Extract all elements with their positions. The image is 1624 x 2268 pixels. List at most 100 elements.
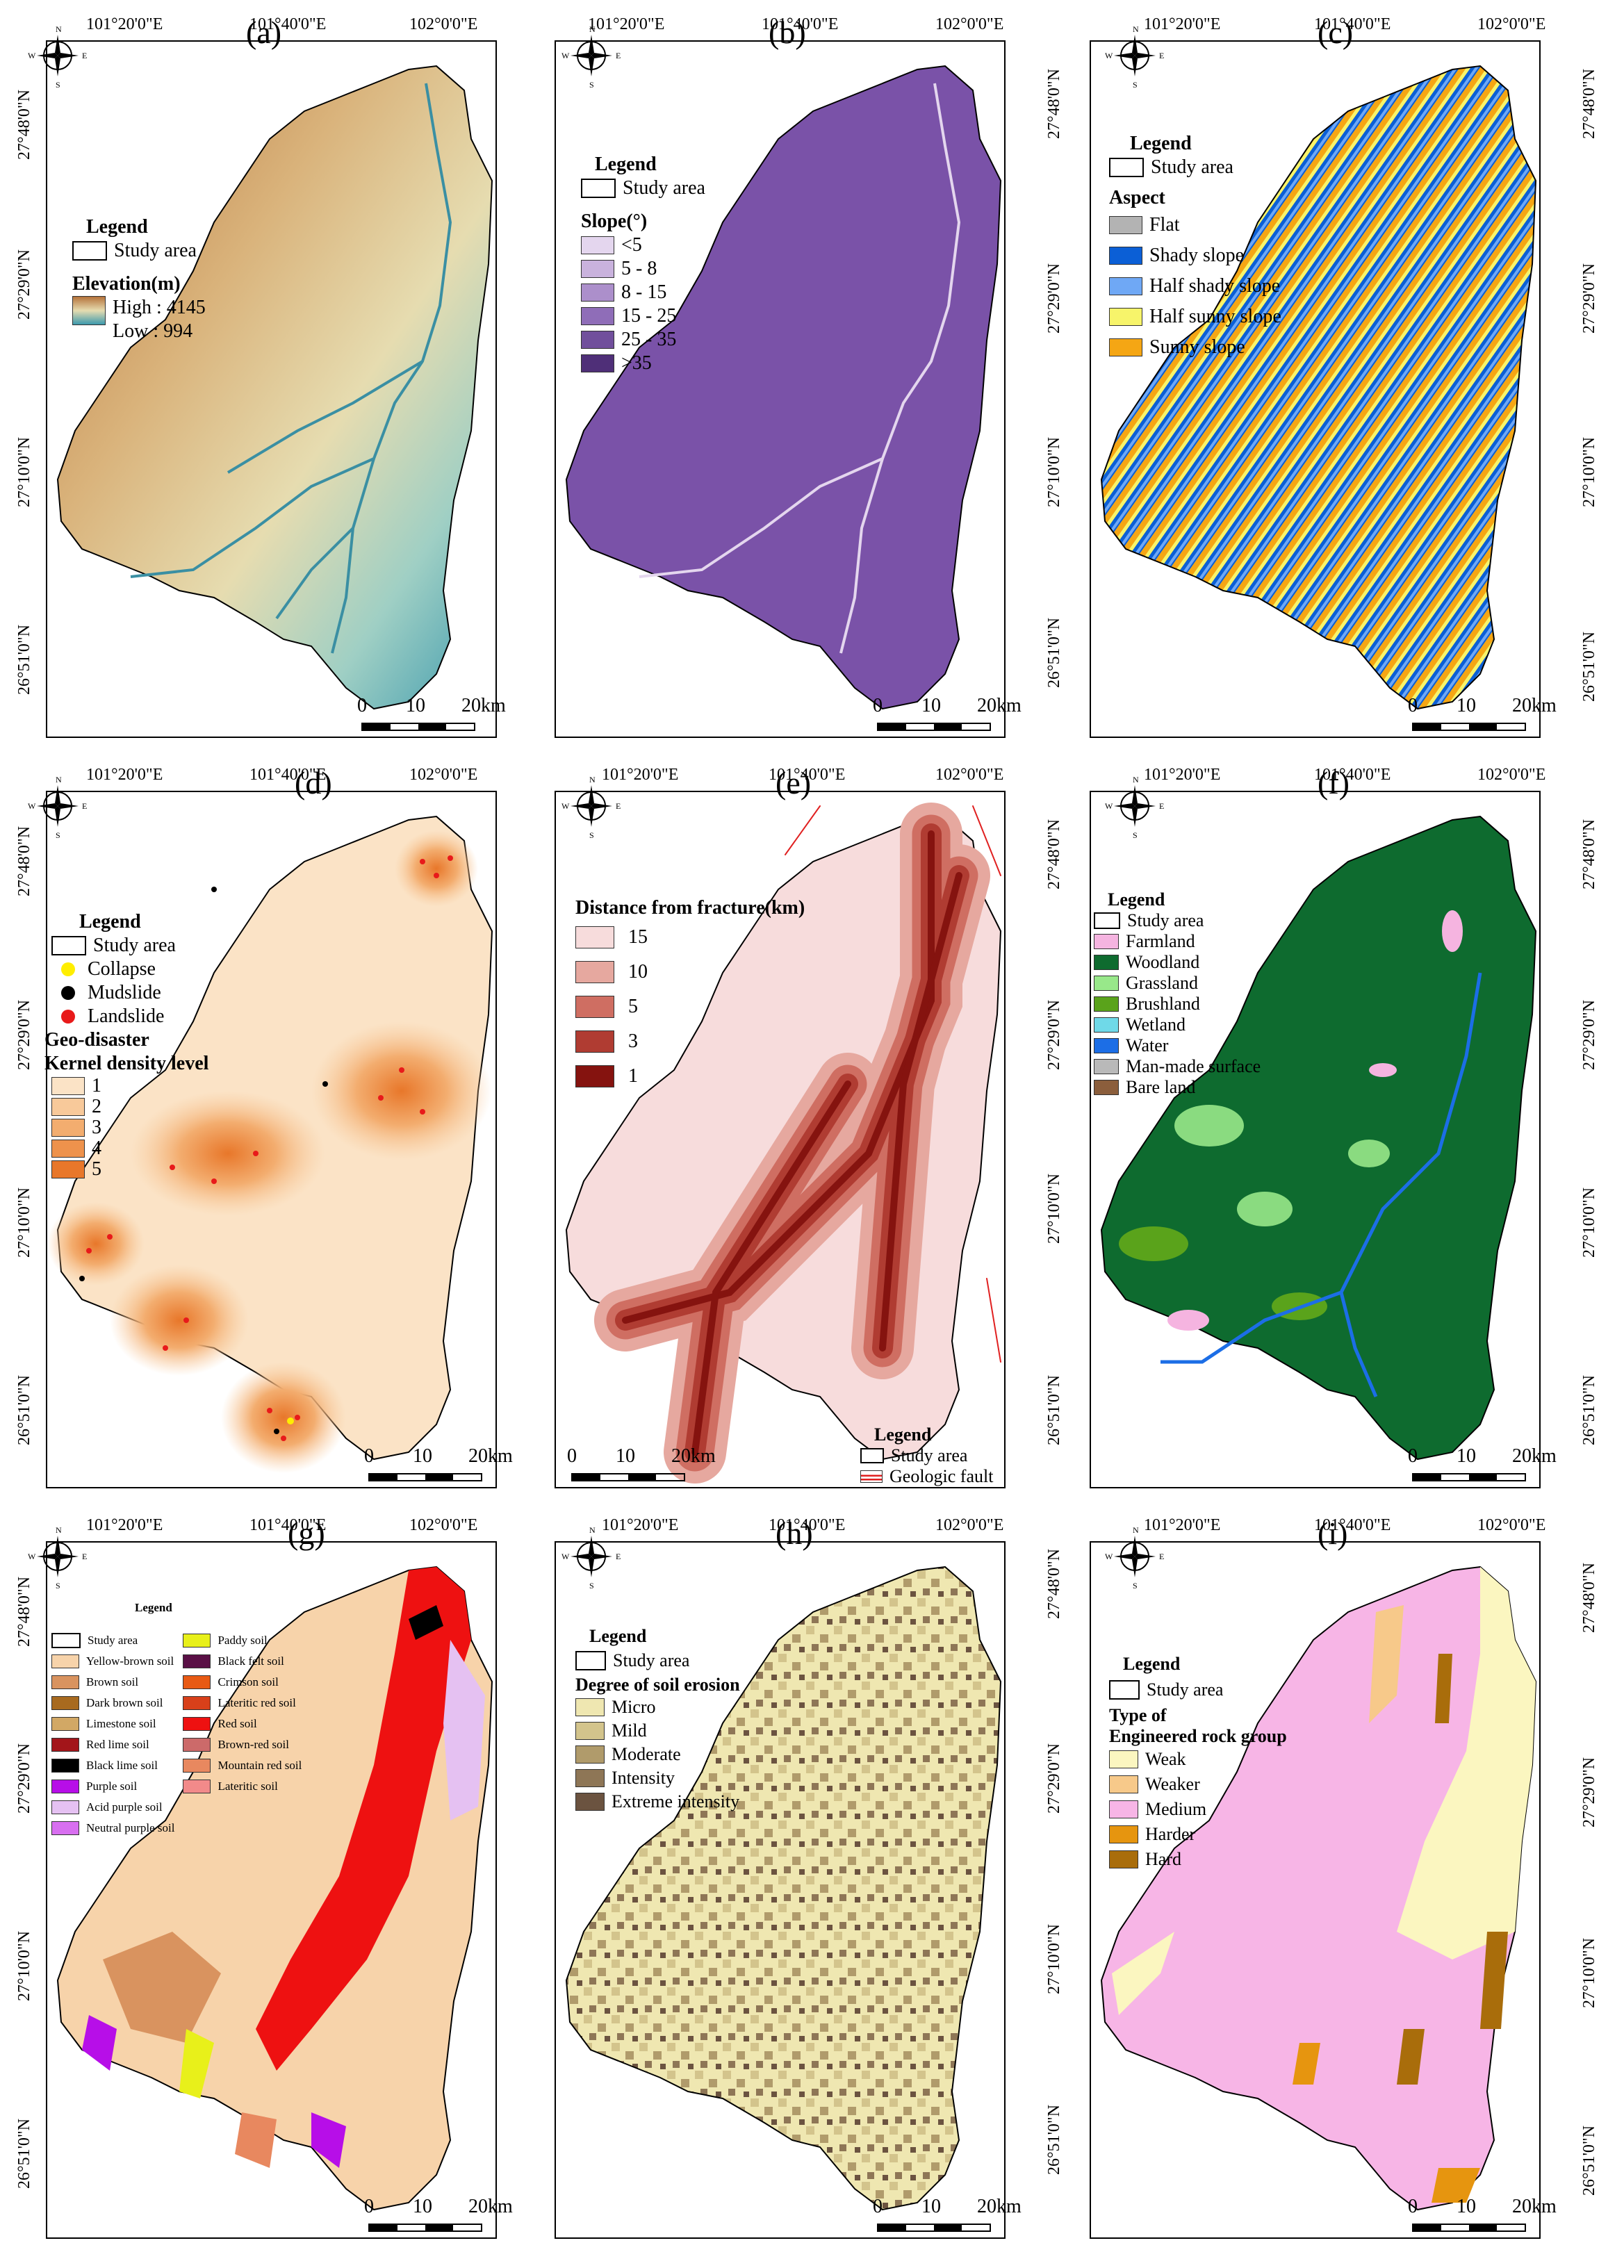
- lon-tick: 102°0'0"E: [409, 1516, 478, 1534]
- svg-text:S: S: [56, 830, 60, 840]
- legend-swatch: [575, 1769, 605, 1787]
- svg-text:W: W: [1105, 51, 1113, 60]
- legend-swatch: [51, 1633, 81, 1648]
- lat-tick: 27°29'0"N: [1580, 999, 1598, 1070]
- lat-tick: 27°10'0"N: [1580, 1937, 1598, 2008]
- legend-item: Study area: [114, 240, 197, 261]
- legend-item: Brown-red soil: [218, 1738, 289, 1751]
- legend-swatch: [1109, 1825, 1138, 1843]
- lat-tick: 27°48'0"N: [1580, 68, 1598, 139]
- legend-swatch: [1109, 1750, 1138, 1768]
- legend-item: Extreme intensity: [612, 1791, 740, 1811]
- lat-tick: 27°10'0"N: [15, 436, 33, 507]
- legend-swatch: [72, 241, 107, 261]
- lon-tick: 101°20'0"E: [602, 766, 679, 784]
- legend-item: Collapse: [88, 958, 156, 980]
- lat-tick: 27°29'0"N: [1580, 1757, 1598, 1827]
- lat-tick: 27°48'0"N: [1580, 1562, 1598, 1633]
- legend-item: Red lime soil: [86, 1738, 149, 1751]
- kernel-density-map: [47, 815, 493, 1473]
- lon-tick: 101°40'0"E: [249, 766, 327, 784]
- legend-title: Legend: [1108, 889, 1165, 910]
- lat-tick: 27°29'0"N: [1045, 263, 1063, 334]
- legend-swatch: [1094, 976, 1119, 991]
- legend-swatch: [51, 1077, 85, 1095]
- legend-swatch: [575, 961, 614, 983]
- legend-item: Purple soil: [86, 1780, 138, 1793]
- legend-var-title: Slope(°): [581, 211, 648, 232]
- panel-label: (c): [1318, 15, 1354, 50]
- map-frame: [555, 1541, 1006, 2239]
- legend-item: 4: [92, 1137, 101, 1159]
- lon-tick: 102°0'0"E: [1477, 766, 1546, 784]
- lon-tick: 101°20'0"E: [1144, 766, 1221, 784]
- landslide-point-icon: [61, 1010, 75, 1024]
- legend: Legend Study area Degree of soil erosion…: [575, 1626, 740, 1814]
- legend-swatch: [51, 1759, 79, 1773]
- scale-bar-graphic: [1412, 1473, 1526, 1481]
- lat-tick: 27°48'0"N: [15, 89, 33, 160]
- svg-text:N: N: [1133, 1525, 1139, 1535]
- lat-tick: 27°10'0"N: [15, 1930, 33, 2001]
- svg-text:S: S: [1133, 80, 1138, 90]
- lat-tick: 27°10'0"N: [1045, 1923, 1063, 1994]
- svg-text:E: E: [616, 51, 621, 60]
- legend-item: Crimson soil: [218, 1675, 279, 1688]
- legend-item: Black felt soil: [218, 1654, 284, 1668]
- legend-item: Bare land: [1126, 1077, 1196, 1097]
- legend-column: Study area Yellow-brown soil Brown soil …: [51, 1630, 174, 1839]
- lat-tick: 27°10'0"N: [1580, 1187, 1598, 1258]
- lat-tick: 26°51'0"N: [15, 624, 33, 695]
- legend-item: Dark brown soil: [86, 1696, 163, 1709]
- legend-swatch: [1109, 277, 1142, 295]
- legend-item: Study area: [1147, 1679, 1224, 1700]
- svg-text:S: S: [589, 1581, 594, 1591]
- lat-tick: 26°51'0"N: [1580, 2125, 1598, 2196]
- legend-item: Woodland: [1126, 952, 1200, 972]
- lat-tick: 27°48'0"N: [1045, 1548, 1063, 1619]
- lat-tick: 27°29'0"N: [15, 999, 33, 1070]
- legend-item: Weak: [1145, 1749, 1186, 1769]
- legend-swatch: [51, 1717, 79, 1731]
- map-panel-a: 101°20'0"E 101°40'0"E 102°0'0"E 27°48'0"…: [10, 7, 530, 746]
- lon-tick: 101°40'0"E: [769, 766, 846, 784]
- legend-item: Red soil: [218, 1717, 257, 1730]
- map-panel-i: 101°20'0"E 101°40'0"E 102°0'0"E N S W E (i…: [1081, 1508, 1601, 2247]
- legend-item: Study area: [93, 935, 176, 956]
- lon-tick: 101°40'0"E: [769, 1516, 846, 1534]
- legend-swatch: [51, 1800, 79, 1814]
- map-frame: [46, 791, 497, 1488]
- svg-text:W: W: [561, 1552, 570, 1561]
- legend-title: Legend: [874, 1424, 932, 1445]
- legend-item: Half shady slope: [1149, 275, 1281, 297]
- scale-bar-graphic: [877, 723, 991, 731]
- legend-swatch: [51, 1821, 79, 1835]
- legend-item: Study area: [88, 1634, 138, 1647]
- svg-text:N: N: [589, 775, 596, 784]
- svg-text:E: E: [1159, 51, 1164, 60]
- lat-tick: 26°51'0"N: [1045, 1374, 1063, 1445]
- map-frame: [1090, 40, 1541, 738]
- svg-text:W: W: [1105, 801, 1113, 811]
- lat-tick: 27°29'0"N: [1045, 999, 1063, 1070]
- svg-text:E: E: [1159, 1552, 1164, 1561]
- legend-var-title: Kernel density level: [44, 1053, 209, 1074]
- legend-item: Study area: [623, 177, 705, 199]
- legend-swatch: [1109, 247, 1142, 265]
- legend-item: Flat: [1149, 214, 1180, 236]
- legend-item: <5: [621, 234, 642, 256]
- legend-swatch: [1094, 1059, 1119, 1074]
- svg-text:E: E: [82, 801, 87, 811]
- legend-swatch: [51, 936, 86, 955]
- legend-swatch: [1109, 1800, 1138, 1818]
- fracture-distance-map: [565, 803, 1002, 1484]
- north-arrow-icon: N S W E: [1105, 24, 1164, 90]
- lat-tick: 27°29'0"N: [1580, 263, 1598, 334]
- legend-item: 1: [628, 1065, 638, 1087]
- scale-bar-graphic: [1412, 2224, 1526, 2232]
- panel-label: (i): [1318, 1515, 1348, 1551]
- scale-bar-graphic: [877, 2224, 991, 2232]
- legend-swatch: [183, 1675, 211, 1689]
- legend-item: Man-made surface: [1126, 1056, 1261, 1076]
- lon-tick: 102°0'0"E: [935, 766, 1004, 784]
